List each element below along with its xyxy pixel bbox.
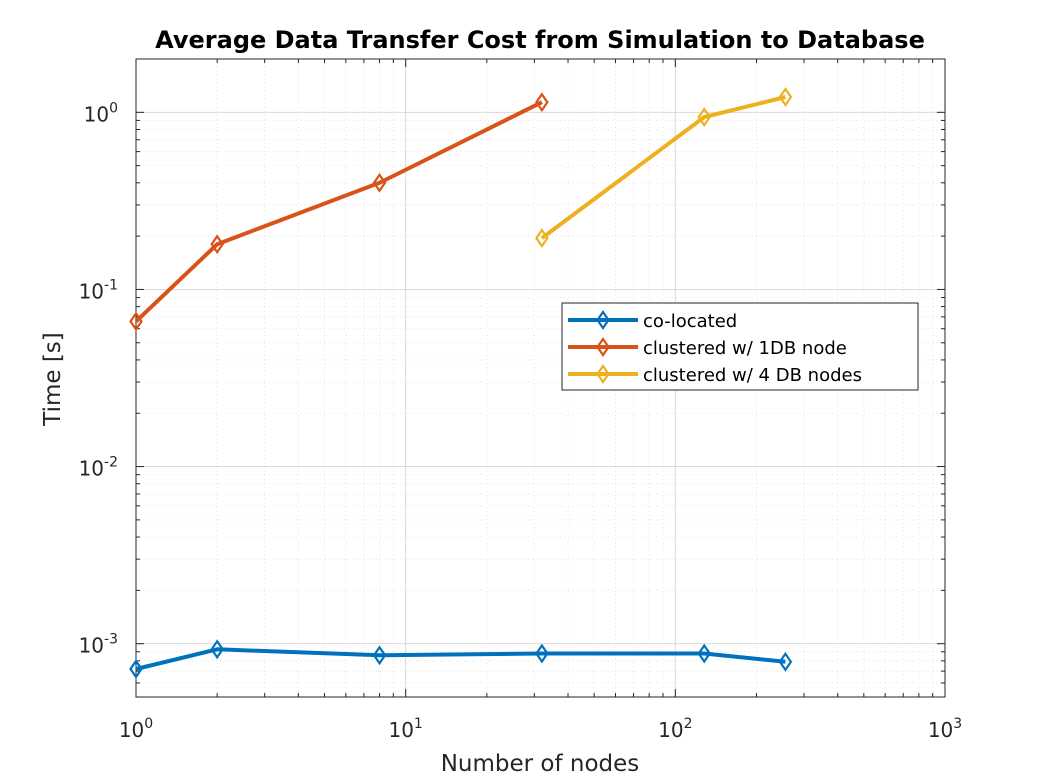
data-point bbox=[210, 234, 225, 255]
data-point bbox=[778, 651, 793, 672]
data-point bbox=[129, 659, 143, 679]
series-line bbox=[135, 647, 786, 671]
data-point bbox=[778, 87, 793, 107]
data-point bbox=[129, 311, 143, 332]
y-tick-label: 10-3 bbox=[79, 632, 118, 658]
y-tick-label: 10-2 bbox=[79, 455, 118, 481]
y-axis-label: Time [s] bbox=[40, 332, 66, 427]
x-tick-label: 101 bbox=[388, 716, 422, 742]
legend-marker bbox=[596, 337, 610, 357]
series-line bbox=[134, 100, 543, 323]
series-2 bbox=[129, 92, 549, 332]
legend-marker bbox=[596, 310, 610, 330]
data-point bbox=[535, 643, 549, 664]
x-tick-label: 102 bbox=[658, 716, 692, 742]
axes-box bbox=[135, 58, 946, 698]
legend-label: clustered w/ 4 DB nodes bbox=[643, 365, 862, 386]
data-point bbox=[535, 92, 549, 113]
x-axis-label: Number of nodes bbox=[441, 751, 640, 777]
x-tick-label: 100 bbox=[119, 716, 153, 742]
chart-title: Average Data Transfer Cost from Simulati… bbox=[155, 26, 925, 54]
data-point bbox=[372, 172, 387, 193]
data-point bbox=[210, 639, 225, 660]
data-point bbox=[697, 643, 712, 664]
series-1 bbox=[129, 639, 793, 679]
x-tick-label: 103 bbox=[928, 716, 962, 742]
legend-marker bbox=[596, 364, 610, 384]
series-line bbox=[540, 95, 786, 240]
data-point bbox=[697, 107, 712, 128]
plot-area: 100 101 102 103 10-3 10-2 10-1 100 bbox=[79, 58, 962, 742]
y-tick-label: 100 bbox=[84, 100, 118, 126]
legend-label: clustered w/ 1DB node bbox=[643, 338, 847, 359]
series-3 bbox=[535, 87, 793, 249]
legend-label: co-located bbox=[643, 311, 737, 332]
data-point bbox=[535, 228, 549, 249]
legend: co-located clustered w/ 1DB node clustered… bbox=[561, 302, 919, 391]
y-tick-label: 10-1 bbox=[79, 277, 118, 303]
data-point bbox=[372, 645, 387, 666]
